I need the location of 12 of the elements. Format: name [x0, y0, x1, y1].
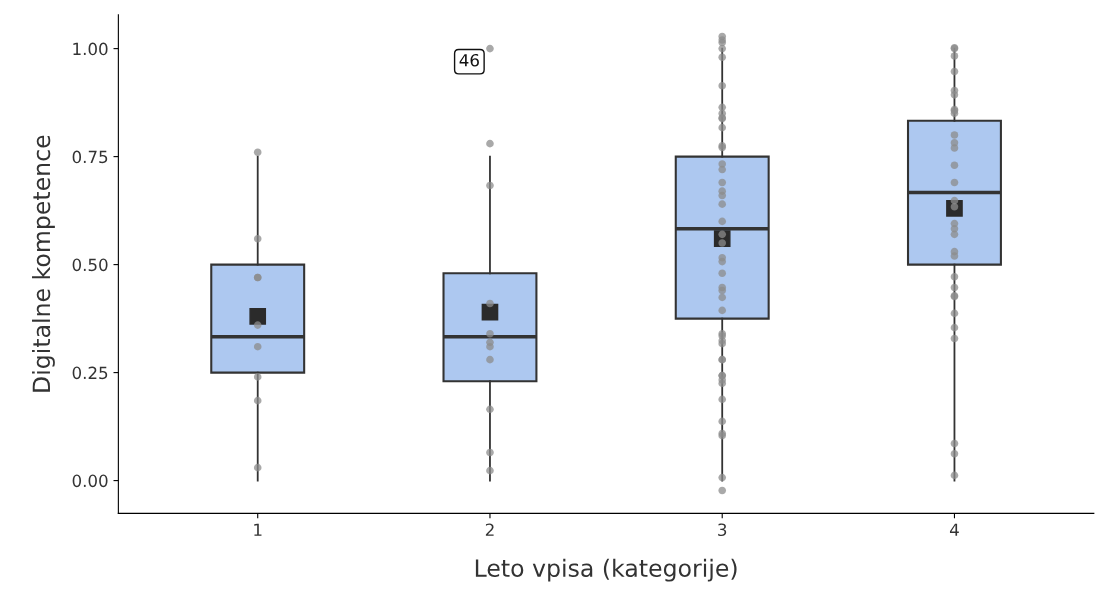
- x-tick-label: 4: [949, 523, 959, 536]
- y-tick-label: 0.75: [72, 150, 108, 164]
- y-tick-label: 1.00: [73, 42, 108, 56]
- y-tick-label: 0.50: [72, 258, 108, 272]
- y-tick-label: 0.00: [72, 474, 108, 488]
- annotation: 46: [459, 53, 479, 67]
- y-axis-title: Digitalne kompetence: [32, 135, 55, 392]
- x-tick-label: 2: [485, 523, 494, 536]
- x-tick-label: 3: [718, 523, 727, 537]
- x-tick-label: 1: [254, 523, 262, 536]
- y-tick-label: 0.25: [72, 366, 108, 380]
- x-axis-title: Leto vpisa (kategorije): [475, 558, 737, 582]
